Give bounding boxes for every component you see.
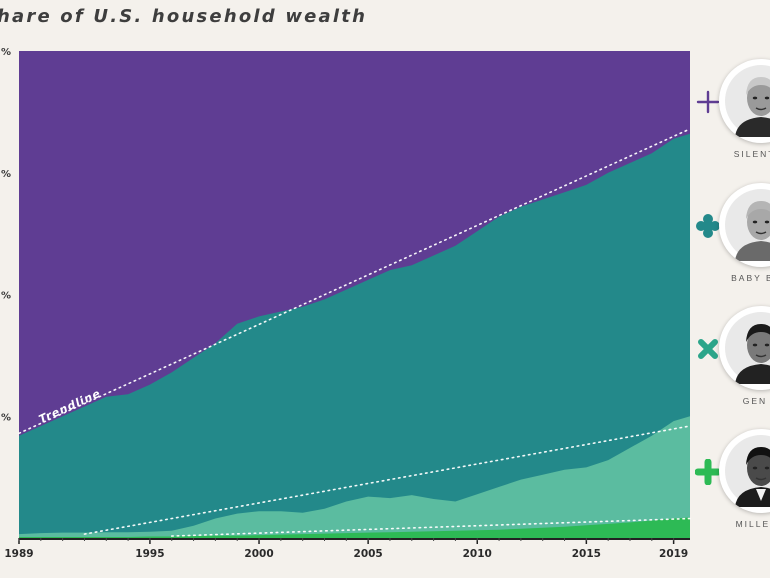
- x-tick-label: 2000: [244, 548, 273, 560]
- y-tick-label: %: [1, 47, 11, 58]
- x-axis: 1989 1995 2000 2005 2010 2015 2019: [4, 538, 690, 560]
- legend-item-baby-boo: BABY BOO: [695, 183, 770, 301]
- y-tick-label: %: [1, 291, 11, 302]
- legend-label: GEN X: [742, 396, 770, 406]
- chart-title: hare of U.S. household wealth: [0, 6, 368, 27]
- x-tick-label: 1995: [135, 548, 164, 560]
- area-millennials: [19, 517, 690, 538]
- legend-item-silent-g: SILENT G: [695, 59, 770, 177]
- x-tick-label: 2019: [659, 548, 688, 560]
- legend-marker-rounded-cross-icon: [694, 458, 722, 486]
- trendline-millennials: [170, 517, 691, 537]
- legend-label: SILENT G: [733, 149, 770, 159]
- area-gen-x: [19, 416, 690, 538]
- legend-marker-thin-cross-icon: [695, 89, 721, 115]
- area-baby-boomers: [19, 133, 690, 539]
- elderly-woman-portrait-icon: [719, 183, 770, 267]
- woman-portrait-icon: [719, 306, 770, 390]
- elderly-man-portrait-icon: [719, 59, 770, 143]
- area-layer: [19, 51, 690, 539]
- x-tick-label: 2010: [463, 548, 492, 560]
- legend-label: BABY BOO: [731, 273, 770, 283]
- trendline-gen-x: [83, 425, 691, 535]
- legend-marker-x-cross-icon: [695, 336, 721, 362]
- y-axis: %%%%: [1, 47, 11, 423]
- trendline-baby-boomers: [18, 128, 691, 435]
- x-tick-label: 2005: [354, 548, 383, 560]
- x-tick-label: 1989: [4, 548, 33, 560]
- x-tick-label: 2015: [572, 548, 601, 560]
- y-tick-label: %: [1, 412, 11, 423]
- stacked-area-chart: Trendline 1989 1995 2000 2005 2010 2015 2019 %…: [1, 47, 691, 560]
- legend-marker-clover-cross-icon: [695, 213, 721, 239]
- legend-label: MILLENN: [735, 519, 770, 529]
- man-portrait-icon: [719, 429, 770, 513]
- legend-item-millenn: MILLENN: [694, 429, 770, 547]
- legend-item-gen-x: GEN X: [695, 306, 770, 424]
- y-tick-label: %: [1, 169, 11, 180]
